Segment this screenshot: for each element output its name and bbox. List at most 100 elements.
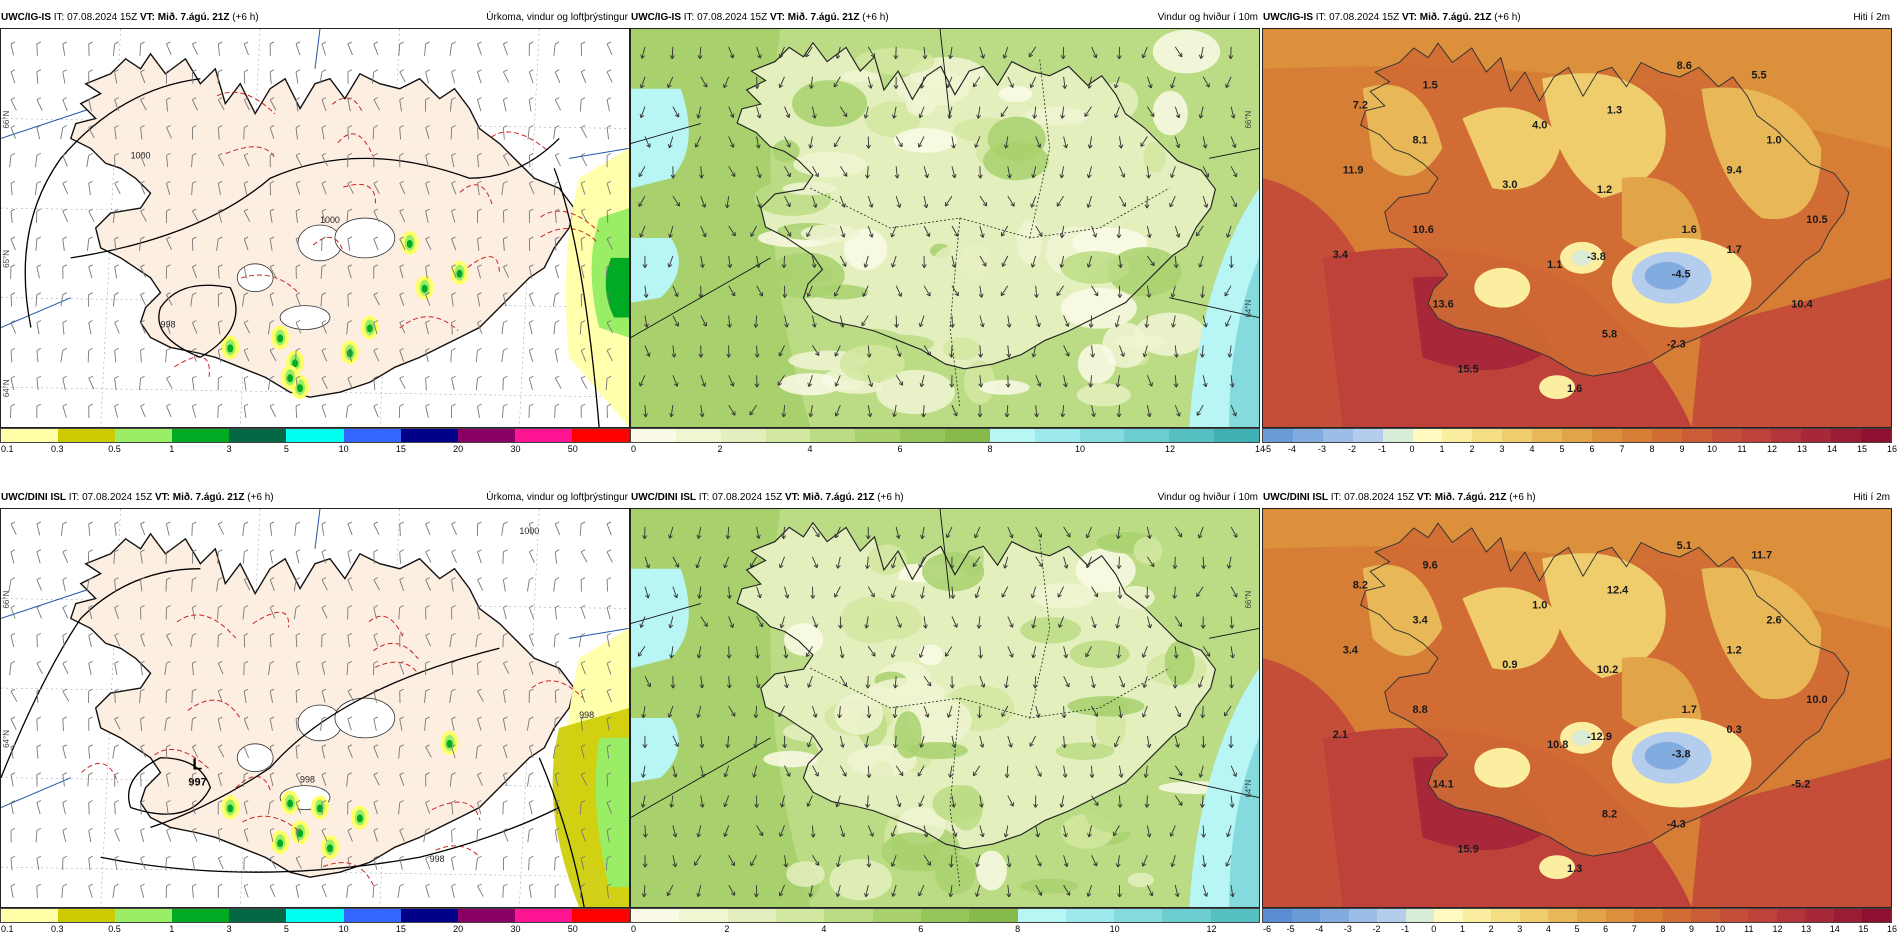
temperature-fill	[1263, 509, 1891, 907]
temperature-colorbar	[1262, 428, 1892, 443]
temperature-label: 8.6	[1677, 60, 1692, 72]
temperature-label: 14.1	[1432, 779, 1453, 791]
colorbar-tick-label: 5	[283, 924, 289, 934]
colorbar-swatch	[1263, 909, 1292, 922]
init-time: IT: 07.08.2024 15Z	[53, 12, 138, 23]
temperature-label: 11.7	[1751, 550, 1772, 562]
convective-cells	[221, 730, 459, 860]
temperature-label: 0.3	[1727, 724, 1742, 736]
colorbar-swatch	[1412, 429, 1443, 442]
temperature-label: 1.7	[1682, 704, 1697, 716]
colorbar-swatch	[1651, 429, 1682, 442]
map-temperature: 8.2 9.6 5.1 11.7 3.4 3.4 1.0 12.4 2.6 0.9 10.2 1.2 8…	[1262, 508, 1892, 908]
temperature-label: -5.2	[1791, 779, 1810, 791]
colorbar-tick-label: 0.3	[51, 924, 64, 934]
colorbar-tick-label: -2	[1372, 924, 1381, 934]
latitude-label: 66°N	[2, 590, 11, 608]
colorbar-tick-label: -4	[1287, 444, 1297, 454]
colorbar-swatch	[900, 429, 946, 442]
region-boundaries	[810, 538, 1170, 888]
panel-header: UWC/DINI ISL IT: 07.08.2024 15Z VT: Mið.…	[630, 488, 1260, 508]
colorbar-swatch	[1, 429, 59, 442]
temperature-label: 1.5	[1422, 80, 1437, 92]
colorbar-swatch	[631, 909, 680, 922]
map-title: Úrkoma, vindur og loftþrýstingur	[486, 492, 628, 503]
colorbar-tick-label: 8	[1649, 444, 1655, 454]
colorbar-tick-label: 15	[1858, 924, 1869, 934]
colorbar-tick-label: 7	[1631, 924, 1637, 934]
colorbar-ticks: -5 -4 -3 -2 -1 0 1 2 3 4 5 6 7 8 9 10 11 12 13 14 15 16	[1262, 444, 1897, 458]
forecast-offset: (+6 h)	[1509, 492, 1536, 503]
colorbar-tick-label: 15	[395, 444, 406, 454]
colorbar-swatch	[1621, 429, 1652, 442]
temperature-label: 1.0	[1532, 600, 1547, 612]
latitude-label: 66°N	[2, 110, 11, 128]
temperature-fill	[1263, 29, 1891, 427]
colorbar-tick-label: 5	[1559, 444, 1565, 454]
colorbar-tick-label: 0	[631, 444, 637, 454]
colorbar-swatch	[400, 429, 458, 442]
colorbar-swatch	[286, 429, 344, 442]
colorbar-swatch	[1776, 909, 1806, 922]
precip-colorbar	[0, 428, 630, 443]
colorbar-swatch	[1034, 429, 1080, 442]
colorbar-swatch	[1472, 429, 1503, 442]
colorbar-tick-label: -1	[1401, 924, 1410, 934]
model-name: UWC/DINI ISL	[1, 492, 66, 503]
colorbar-swatch	[229, 909, 287, 922]
colorbar-swatch	[1348, 909, 1378, 922]
colorbar-tick-label: 15	[395, 924, 406, 934]
region-boundaries	[810, 58, 1170, 408]
colorbar-tick-label: 8	[1015, 924, 1021, 934]
colorbar-tick-label: 2	[1469, 444, 1475, 454]
colorbar-tick-label: 30	[510, 924, 521, 934]
colorbar-swatch	[1862, 909, 1892, 922]
colorbar-tick-label: 0.1	[1, 924, 14, 934]
model-name: UWC/IG-IS	[631, 12, 681, 23]
colorbar-tick-label: 4	[1545, 924, 1551, 934]
colorbar-swatch	[400, 909, 458, 922]
colorbar-tick-label: 6	[897, 444, 903, 454]
colorbar-swatch	[1577, 909, 1606, 922]
temperature-label: 4.0	[1532, 120, 1547, 132]
coastline	[736, 521, 1217, 850]
temperature-label: 1.7	[1727, 244, 1742, 256]
map-wind: 66°N 64°N	[630, 28, 1260, 428]
coastline	[1359, 522, 1850, 857]
init-time: IT: 07.08.2024 15Z	[68, 492, 153, 503]
panel-header: UWC/IG-IS IT: 07.08.2024 15Z VT: Mið. 7.…	[0, 8, 630, 28]
colorbar-swatch	[172, 909, 230, 922]
colorbar-tick-label: 14	[1826, 444, 1838, 454]
colorbar-tick-label: 20	[453, 924, 464, 934]
temperature-label: 5.1	[1677, 540, 1692, 552]
colorbar-tick-label: 13	[1796, 444, 1808, 454]
colorbar-swatch	[1748, 909, 1777, 922]
temperature-label: 3.4	[1343, 644, 1359, 656]
temperature-label: 10.2	[1597, 664, 1618, 676]
colorbar-tick-label: 5	[1574, 924, 1580, 934]
colorbar-tick-label: 16	[1886, 444, 1898, 454]
temperature-label: 1.2	[1597, 184, 1612, 196]
temperature-label: 3.4	[1333, 249, 1349, 261]
colorbar-swatch	[1442, 429, 1473, 442]
glacier	[297, 224, 343, 262]
colorbar-swatch	[457, 909, 515, 922]
colorbar-tick-label: 11	[1744, 924, 1754, 934]
colorbar-tick-label: 10	[1706, 444, 1718, 454]
colorbar-swatch	[631, 429, 676, 442]
colorbar-swatch	[855, 429, 901, 442]
colorbar-tick-label: 12	[1772, 924, 1783, 934]
temperature-label: 8.1	[1413, 134, 1428, 146]
temperature-label: 2.6	[1766, 614, 1781, 626]
colorbar-swatch	[920, 909, 970, 922]
colorbar-swatch	[1292, 429, 1323, 442]
temperature-label: 8.2	[1602, 808, 1617, 820]
colorbar-swatch	[1405, 909, 1435, 922]
isobar-label: 998	[300, 775, 315, 785]
colorbar-swatch	[1065, 909, 1115, 922]
temperature-label: -2.3	[1667, 338, 1686, 350]
colorbar-tick-label: 14	[1829, 924, 1840, 934]
coastline	[736, 41, 1217, 370]
model-name: UWC/DINI ISL	[1263, 492, 1328, 503]
colorbar-swatch	[1634, 909, 1663, 922]
